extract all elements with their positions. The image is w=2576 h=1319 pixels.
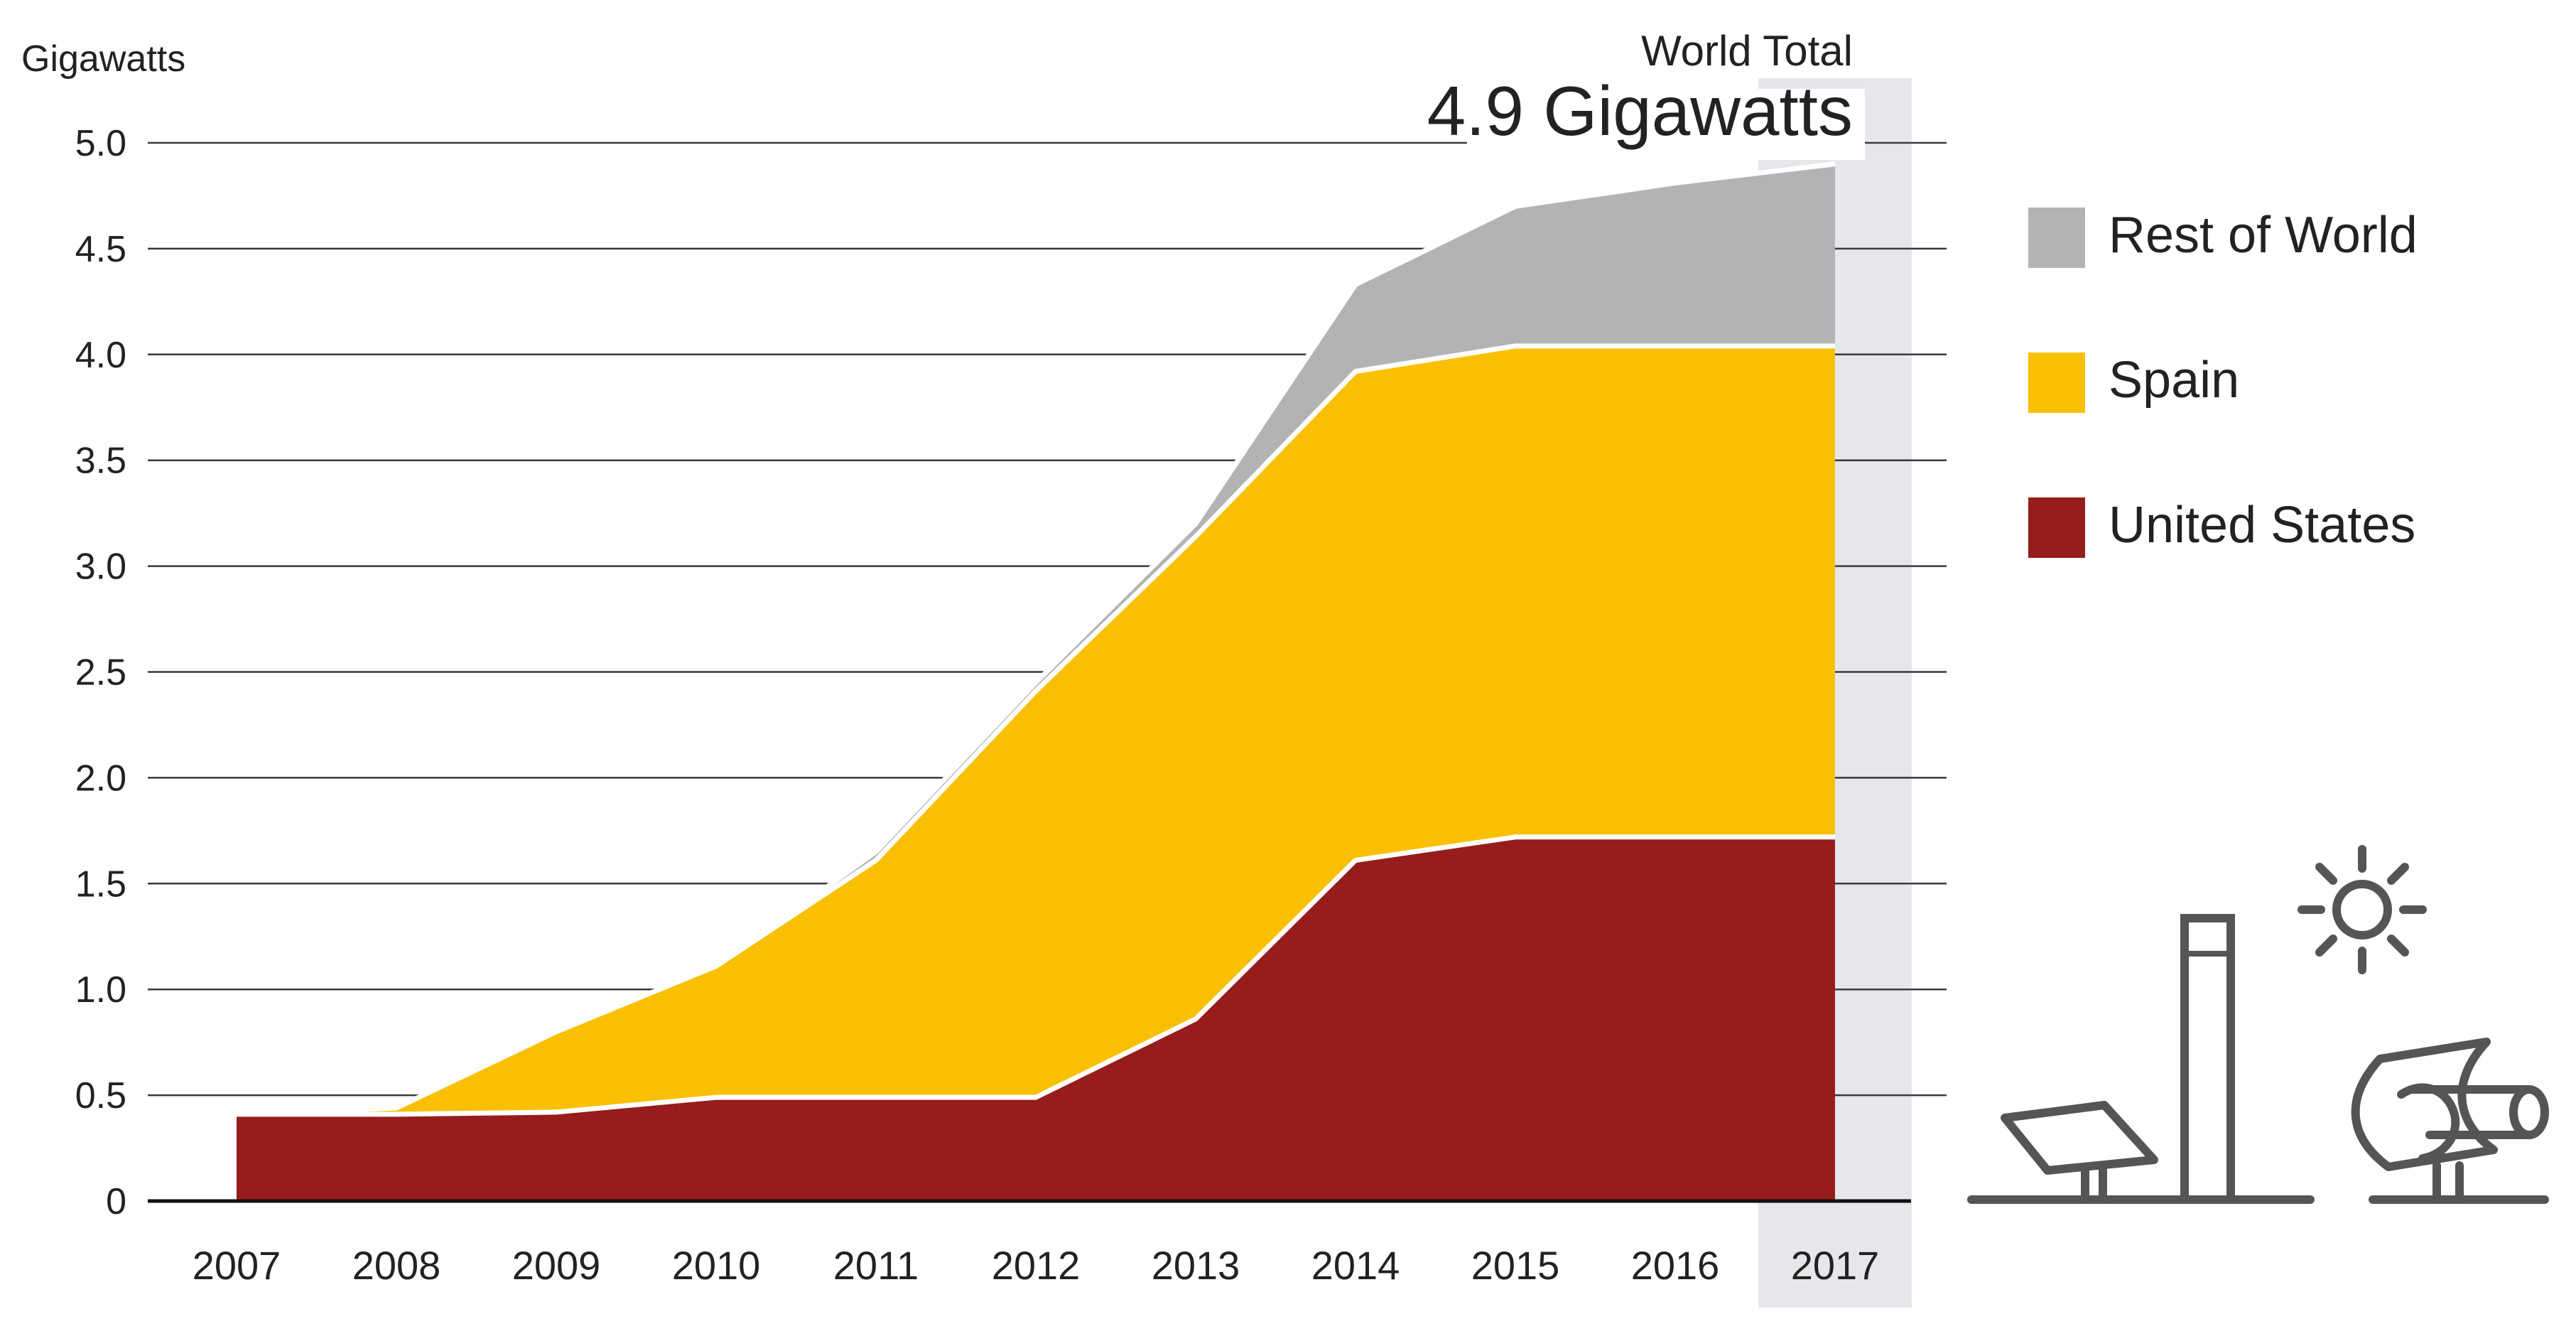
legend-swatch-spain (2028, 352, 2085, 413)
y-tick-label: 3.0 (75, 547, 126, 588)
y-tick-label: 2.5 (75, 652, 126, 694)
x-tick-label: 2017 (1791, 1243, 1880, 1288)
legend-swatch-rest-of-world (2028, 208, 2085, 268)
legend-swatch-united-states (2028, 497, 2085, 558)
y-tick-label: 0.5 (75, 1075, 126, 1116)
x-tick-label: 2008 (352, 1243, 441, 1288)
x-tick-label: 2007 (193, 1243, 281, 1288)
annotation-backdrop (1467, 89, 1865, 160)
boundary-rest-of-world (236, 161, 1836, 1117)
boundary-united-states (237, 834, 1835, 1117)
x-tick-label: 2013 (1152, 1243, 1240, 1288)
x-axis-tick-labels: 2007 2008 2009 2010 2011 2012 2013 2014 2015 2016… (193, 1243, 1880, 1288)
area-rest-of-world (237, 163, 1835, 1114)
y-tick-label: 1.0 (75, 969, 126, 1011)
legend-label-spain: Spain (2109, 352, 2239, 409)
legend: Rest of World Spain United States (2028, 207, 2418, 558)
x-tick-label: 2016 (1631, 1243, 1720, 1288)
world-total-value: 4.9 Gigawatts (1427, 72, 1853, 150)
y-tick-label: 4.0 (75, 335, 126, 376)
y-tick-label: 3.5 (75, 441, 126, 482)
x-tick-label: 2015 (1471, 1243, 1560, 1288)
stacked-areas (237, 163, 1835, 1201)
y-tick-label: 0 (106, 1181, 126, 1222)
x-tick-label: 2010 (672, 1243, 761, 1288)
y-axis-tick-labels: 0 0.5 1.0 1.5 2.0 2.5 3.0 3.5 4.0 4.5 5.0 (75, 123, 126, 1222)
x-tick-label: 2011 (833, 1243, 919, 1288)
legend-label-rest-of-world: Rest of World (2109, 207, 2418, 264)
area-united-states (237, 836, 1835, 1201)
series-boundaries (236, 161, 1836, 1117)
y-axis-label: Gigawatts (21, 38, 185, 80)
heliostat-icon (2001, 1101, 2158, 1204)
power-tower-icon (2180, 914, 2235, 1204)
y-tick-label: 4.5 (75, 229, 126, 270)
y-tick-label: 1.5 (75, 863, 126, 905)
y-tick-label: 2.0 (75, 758, 126, 799)
parabolic-trough-icon (2351, 1038, 2549, 1204)
legend-label-united-states: United States (2109, 497, 2415, 554)
area-spain (237, 345, 1835, 1114)
world-total-label: World Total (1641, 27, 1853, 75)
x-tick-label: 2009 (512, 1243, 601, 1288)
x-tick-label: 2014 (1311, 1243, 1400, 1288)
x-tick-label: 2012 (992, 1243, 1081, 1288)
y-tick-label: 5.0 (75, 123, 126, 164)
sun-icon (2298, 845, 2427, 974)
solar-power-icons (1967, 845, 2549, 1204)
